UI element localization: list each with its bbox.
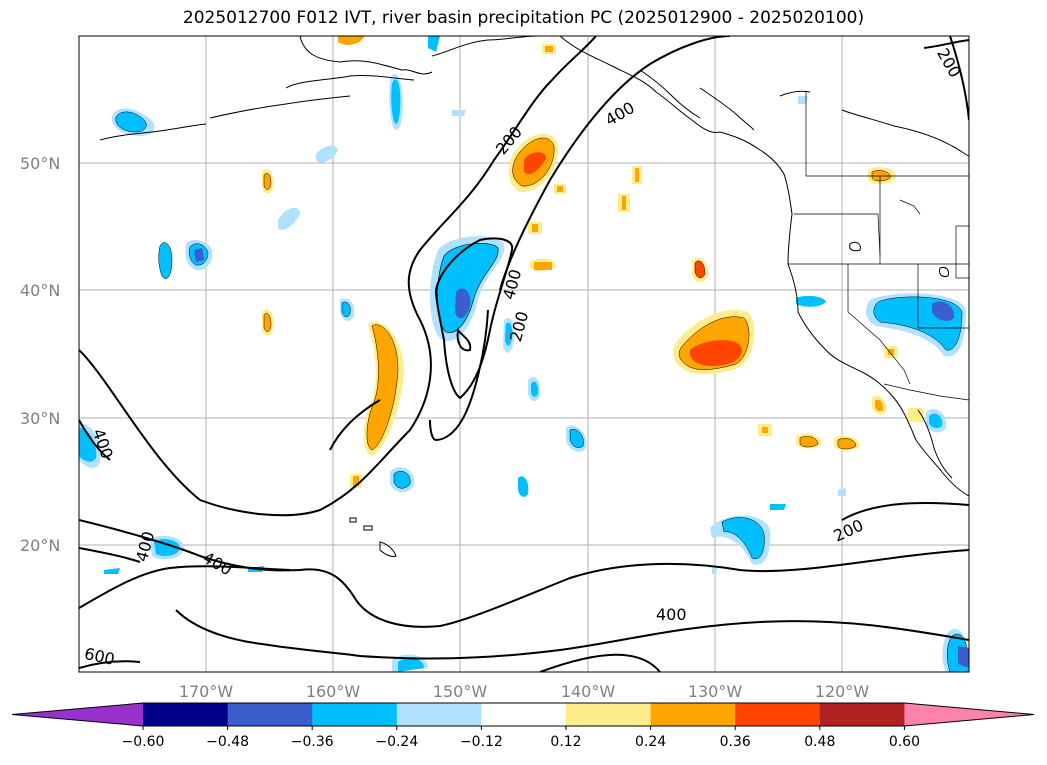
map-frame [78, 35, 970, 673]
precip-neg-blob [452, 110, 466, 116]
precip-neg-blob [531, 381, 539, 397]
colorbar-segment [143, 703, 229, 726]
lat-label-50n: 50°N [20, 154, 60, 173]
colorbar-tick-label: −0.48 [206, 734, 249, 750]
colorbar-tick-label: 0.48 [804, 734, 835, 750]
lon-labels: 170°W 160°W 150°W 140°W 130°W 120°W [179, 682, 870, 701]
precip-neg-blob [569, 428, 584, 448]
precip-pos-blob [837, 438, 857, 450]
precip-neg-blob [154, 539, 180, 556]
precip-neg-blob [341, 301, 351, 317]
precip-pos-blob [557, 186, 563, 192]
precip-neg-blob [518, 476, 529, 497]
colorbar-tick-label: 0.24 [635, 734, 666, 750]
precip-pos-blob [366, 324, 399, 451]
precip-neg-blob [428, 36, 440, 52]
lon-label-160w: 160°W [306, 682, 361, 701]
ivt-label-10: 400 [656, 605, 687, 624]
colorbar-tick-label: −0.60 [122, 734, 165, 750]
precip-neg-blob [929, 413, 943, 429]
colorbar-segment [735, 703, 821, 726]
lat-label-40n: 40°N [20, 281, 60, 300]
precip-neg-blob [158, 242, 173, 279]
colorbar-segment [566, 703, 652, 726]
precip-neg-blob [838, 488, 846, 496]
precip-neg-blob [393, 471, 411, 489]
precip-neg-blob [796, 295, 826, 307]
coastlines [99, 36, 969, 557]
colorbar-tick-label: −0.24 [375, 734, 418, 750]
precip-pc-fill [79, 36, 969, 672]
precip-pos-blob [635, 168, 639, 182]
precip-pos-blob [263, 313, 272, 332]
precip-neg-blob [932, 301, 955, 321]
precip-neg-blob [278, 207, 300, 231]
precip-neg-blob [194, 248, 204, 262]
lat-label-20n: 20°N [20, 536, 60, 555]
precip-pos-blob [762, 427, 768, 433]
colorbar-segment [819, 703, 905, 726]
state-borders [788, 92, 969, 401]
map-area [79, 36, 969, 672]
colorbar-segment [396, 703, 482, 726]
precip-pos-blob [908, 408, 924, 422]
colorbar-tick-label: −0.12 [460, 734, 503, 750]
precip-pos-blob [689, 340, 742, 366]
lon-label-170w: 170°W [179, 682, 234, 701]
lon-label-120w: 120°W [815, 682, 870, 701]
precip-pos-blob [799, 436, 819, 448]
precip-pos-blob [545, 46, 553, 52]
precip-neg-blob [316, 145, 338, 163]
colorbar-extend-low [12, 703, 143, 726]
lon-label-150w: 150°W [433, 682, 488, 701]
precip-neg-blob [798, 96, 808, 104]
precip-neg-blob [391, 79, 401, 124]
precip-pos-blob [532, 224, 538, 232]
precip-neg-blob [79, 427, 97, 462]
colorbar-tick-label: 0.36 [720, 734, 751, 750]
colorbar: −0.60 −0.48 −0.36 −0.24 −0.12 0.12 0.24 0.36 0.4… [11, 702, 1035, 750]
precip-pos-blob [338, 36, 364, 45]
precip-neg-blob [721, 517, 765, 560]
precip-pos-blob [524, 152, 546, 175]
precip-neg-blob [505, 322, 513, 346]
precip-neg-blob [712, 566, 718, 574]
colorbar-tick-label: 0.12 [550, 734, 581, 750]
colorbar-segment [312, 703, 398, 726]
colorbar-segment [227, 703, 313, 726]
precip-pos-blob [888, 349, 894, 355]
precip-neg-blob [115, 111, 147, 133]
precip-neg-blob [455, 288, 471, 319]
colorbar-segment [481, 703, 567, 726]
colorbar-extend-high [904, 703, 1034, 726]
precip-neg-blob [398, 657, 424, 672]
precip-pos-blob [694, 260, 706, 279]
precip-pos-blob [534, 262, 552, 270]
precip-neg-blob [770, 504, 786, 510]
map-title: 2025012700 F012 IVT, river basin precipi… [182, 8, 865, 28]
precip-pos-blob [875, 399, 884, 412]
lon-label-130w: 130°W [688, 682, 743, 701]
ivt-contours [79, 36, 969, 672]
lon-label-140w: 140°W [561, 682, 616, 701]
precip-neg-blob [958, 646, 969, 668]
lat-label-30n: 30°N [20, 409, 60, 428]
colorbar-segment [650, 703, 736, 726]
colorbar-tick-label: 0.60 [889, 734, 920, 750]
precip-neg-blob [104, 568, 120, 574]
precip-pos-blob [622, 196, 626, 210]
lat-labels: 50°N 40°N 30°N 20°N [20, 154, 60, 555]
colorbar-tick-label: −0.36 [291, 734, 334, 750]
precip-pos-blob [263, 173, 272, 190]
